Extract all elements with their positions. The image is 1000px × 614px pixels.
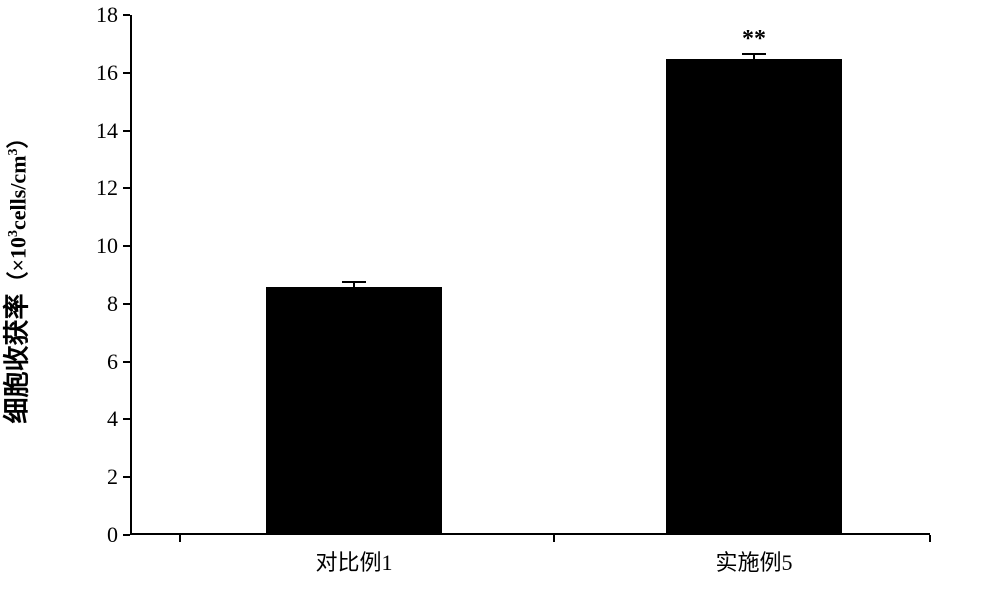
x-axis-line bbox=[130, 533, 930, 535]
error-bar-stem bbox=[753, 54, 755, 61]
y-tick bbox=[123, 245, 130, 247]
y-axis-label-cn: 细胞收获率 bbox=[3, 294, 32, 424]
y-axis-label: 细胞收获率（×103cells/cm3） bbox=[0, 126, 34, 423]
y-tick-label: 6 bbox=[107, 349, 118, 375]
x-tick bbox=[179, 535, 181, 542]
y-axis-line bbox=[130, 15, 132, 535]
y-tick-label: 2 bbox=[107, 464, 118, 490]
y-tick bbox=[123, 72, 130, 74]
y-tick bbox=[123, 303, 130, 305]
y-tick bbox=[123, 14, 130, 16]
error-bar-stem bbox=[353, 282, 355, 289]
y-tick-label: 12 bbox=[96, 175, 118, 201]
x-tick bbox=[929, 535, 931, 542]
y-tick-label: 14 bbox=[96, 118, 118, 144]
y-tick-label: 0 bbox=[107, 522, 118, 548]
y-tick-label: 16 bbox=[96, 60, 118, 86]
y-tick bbox=[123, 476, 130, 478]
bar bbox=[666, 59, 842, 533]
y-tick-label: 10 bbox=[96, 233, 118, 259]
plot-area bbox=[130, 15, 930, 535]
error-bar-cap bbox=[342, 281, 366, 283]
bar bbox=[266, 287, 442, 533]
y-tick-label: 18 bbox=[96, 2, 118, 28]
y-tick bbox=[123, 534, 130, 536]
y-tick bbox=[123, 418, 130, 420]
error-bar-cap bbox=[742, 53, 766, 55]
y-axis-label-unit: （×103cells/cm3） bbox=[6, 126, 31, 293]
x-category-label: 对比例1 bbox=[315, 545, 392, 577]
chart-figure: 0 2 4 6 8 10 12 14 16 18 对比例1 实施例5 ** 细胞收获率（×103ce… bbox=[0, 0, 1000, 614]
y-tick-label: 4 bbox=[107, 406, 118, 432]
y-tick bbox=[123, 130, 130, 132]
y-tick bbox=[123, 187, 130, 189]
y-tick bbox=[123, 361, 130, 363]
y-tick-label: 8 bbox=[107, 291, 118, 317]
significance-marker: ** bbox=[742, 26, 766, 53]
x-tick bbox=[553, 535, 555, 542]
x-category-label: 实施例5 bbox=[715, 545, 792, 577]
